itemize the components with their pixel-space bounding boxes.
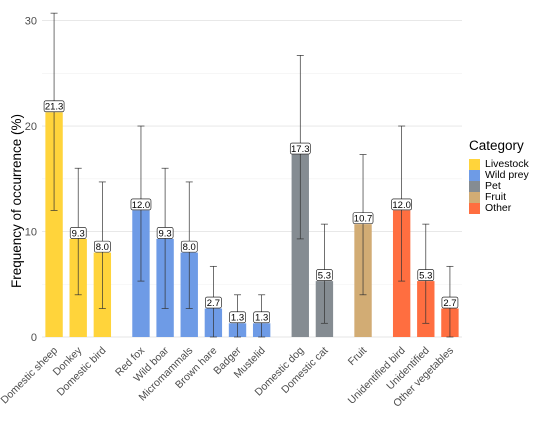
y-axis-ticks: 0 10 20 30 [25,16,37,344]
data-label-box [130,198,152,211]
y-tick-label: 10 [25,227,37,239]
data-label: 2.7 [205,296,222,309]
data-label-text: 1.3 [231,313,244,324]
data-label-box [352,212,374,224]
error-bar [359,154,367,296]
y-tick-label: 20 [25,121,37,133]
data-label-text: 2.7 [207,298,220,309]
data-label-text: 1.3 [255,313,268,324]
data-label-text: 12.0 [392,200,411,211]
data-label-text: 10.7 [354,214,373,225]
legend-swatch [469,192,480,203]
legend-swatch [469,159,480,170]
data-label-text: 17.3 [291,144,310,155]
data-label-box [43,100,65,113]
data-label: 1.3 [229,311,246,324]
data-label: 10.7 [352,212,374,225]
data-label-text: 12.0 [132,200,151,211]
data-label-box [229,311,246,324]
data-label-box [156,227,174,239]
data-label: 1.3 [253,311,270,324]
data-label: 2.7 [441,296,459,309]
legend: Category Livestock Wild prey Pet Fruit Other [469,138,529,214]
data-label-box [441,296,459,309]
data-label: 8.0 [180,240,198,253]
data-label-box [289,142,311,155]
data-labels: 21.3 9.3 8.0 12.0 9.3 8.0 2.7 1.3 1.3 17.3 5.3 10.7… [43,100,459,324]
data-label-text: 2.7 [443,298,456,309]
data-label: 5.3 [417,269,435,281]
legend-title: Category [469,138,524,153]
data-label-text: 5.3 [318,270,331,281]
y-tick-label: 30 [25,16,37,28]
grid-lines [42,20,462,338]
x-category-label: Domestic sheep [0,345,60,407]
data-label-box [180,240,198,253]
legend-swatch [469,170,480,181]
data-label-text: 8.0 [183,242,196,253]
bar [291,154,309,337]
legend-item: Wild prey [469,170,529,181]
legend-label: Wild prey [485,169,529,181]
legend-items: Livestock Wild prey Pet Fruit Other [469,159,529,214]
legend-label: Pet [485,180,501,192]
x-category-label: Fruit [346,345,369,368]
data-label-box [69,227,87,239]
legend-label: Other [485,202,512,214]
legend-item: Pet [469,181,529,192]
data-label-text: 5.3 [419,270,432,281]
data-label: 12.0 [391,198,412,211]
bars [45,112,459,337]
y-axis-title: Frequency of occurrence (%) [9,114,24,288]
data-label-box [94,240,111,253]
data-label: 21.3 [43,100,65,113]
bar [45,112,63,337]
data-label-text: 9.3 [72,228,85,239]
legend-item: Other [469,203,529,214]
data-label: 5.3 [316,269,333,281]
data-label: 17.3 [289,142,311,155]
legend-label: Livestock [485,158,529,170]
legend-swatch [469,203,480,214]
data-label-text: 9.3 [158,228,171,239]
data-label: 12.0 [130,198,152,211]
data-label-box [316,269,333,281]
data-label-box [417,269,435,281]
legend-label: Fruit [485,191,506,203]
data-label-text: 8.0 [96,242,109,253]
data-label-box [205,296,222,309]
data-label: 8.0 [94,240,111,253]
data-label: 9.3 [69,227,87,239]
data-label-box [391,198,412,211]
y-tick-label: 0 [31,332,37,344]
legend-item: Fruit [469,192,529,203]
legend-swatch [469,181,480,192]
legend-item: Livestock [469,159,529,170]
data-label-text: 21.3 [45,102,64,113]
data-label-box [253,311,270,324]
data-label: 9.3 [156,227,174,239]
